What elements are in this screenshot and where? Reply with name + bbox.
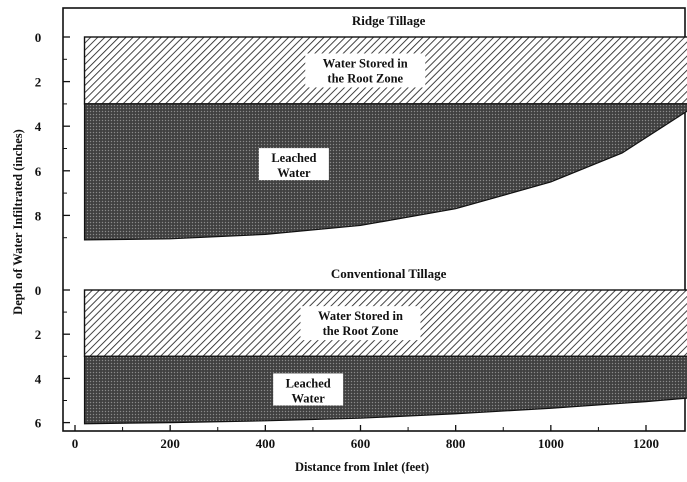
y-tick-label: 4 <box>35 371 42 386</box>
x-axis-label: Distance from Inlet (feet) <box>295 460 429 474</box>
storage-label-line: the Root Zone <box>323 324 399 338</box>
x-tick-label: 200 <box>160 436 180 451</box>
y-tick-label: 8 <box>35 208 42 223</box>
x-tick-label: 0 <box>72 436 79 451</box>
y-tick-label: 2 <box>35 75 42 90</box>
y-tick-label: 6 <box>35 416 42 431</box>
y-axis-label: Depth of Water Infiltrated (inches) <box>11 129 25 315</box>
x-tick-label: 1200 <box>633 436 659 451</box>
x-tick-label: 400 <box>256 436 276 451</box>
y-tick-label: 0 <box>35 283 42 298</box>
y-tick-label: 0 <box>35 30 42 45</box>
leached-label-line: Water <box>291 391 325 405</box>
y-tick-label: 6 <box>35 164 42 179</box>
panel-title: Conventional Tillage <box>331 266 447 281</box>
panel-title: Ridge Tillage <box>352 13 426 28</box>
x-tick-label: 1000 <box>538 436 564 451</box>
leached-label-line: Leached <box>271 151 316 165</box>
y-tick-label: 2 <box>35 327 42 342</box>
y-tick-label: 4 <box>35 119 42 134</box>
storage-label-line: the Root Zone <box>327 71 403 85</box>
leached-water-area <box>83 355 687 425</box>
conventional-tillage-panel: Conventional Tillage Water Stored inthe … <box>35 266 687 431</box>
plot-frame <box>62 7 686 432</box>
storage-label-line: Water Stored in <box>318 309 403 323</box>
x-axis: 0 200 400 600 800 1000 1200 <box>72 425 659 451</box>
leached-water-area <box>83 103 687 241</box>
leached-label-line: Water <box>277 166 311 180</box>
storage-label-line: Water Stored in <box>323 56 408 70</box>
x-tick-label: 800 <box>446 436 466 451</box>
leached-label-line: Leached <box>286 376 331 390</box>
x-tick-label: 600 <box>351 436 371 451</box>
